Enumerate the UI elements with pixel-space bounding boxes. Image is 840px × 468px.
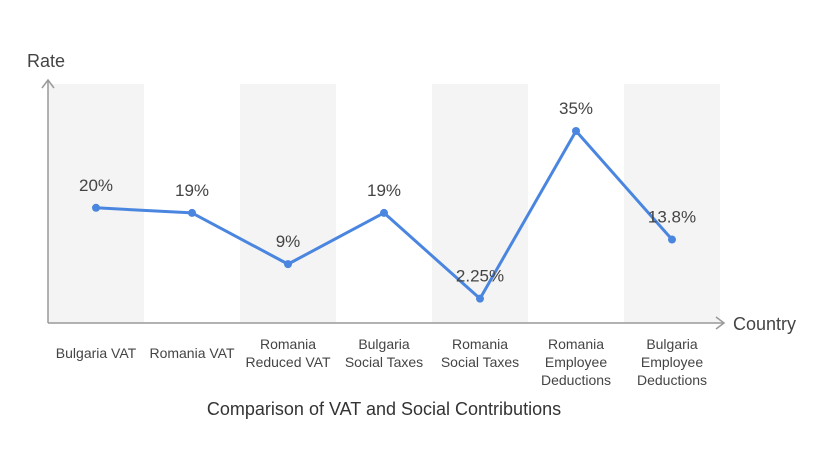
x-tick-label-5: Romania Social Taxes <box>441 336 519 370</box>
x-tick-label-2: Romania VAT <box>149 345 235 361</box>
data-label-4: 19% <box>367 181 401 200</box>
y-axis-title: Rate <box>27 51 65 71</box>
chart-title: Comparison of VAT and Social Contributio… <box>207 399 561 419</box>
series-line-group: 20% 19% 9% 19% 2.25% 35% 13.8% <box>79 99 696 303</box>
data-point-2 <box>188 208 196 217</box>
category-bands <box>48 84 720 323</box>
data-label-1: 20% <box>79 176 113 195</box>
x-tick-label-1: Bulgaria VAT <box>56 345 137 361</box>
category-band-3 <box>240 84 336 323</box>
data-label-5: 2.25% <box>456 267 504 286</box>
data-point-5 <box>476 294 484 303</box>
x-tick-label-7: Bulgaria Employee Deductions <box>637 336 707 388</box>
data-point-1 <box>92 203 100 212</box>
x-axis-title: Country <box>733 314 796 334</box>
data-point-4 <box>380 208 388 217</box>
x-tick-label-3: Romania Reduced VAT <box>245 336 331 370</box>
data-label-3: 9% <box>276 232 301 251</box>
data-point-3 <box>284 260 292 269</box>
x-tick-label-6: Romania Employee Deductions <box>541 336 611 388</box>
data-label-2: 19% <box>175 181 209 200</box>
data-label-7: 13.8% <box>648 208 696 227</box>
y-axis <box>41 78 55 323</box>
x-tick-labels: Bulgaria VAT Romania VAT Romania Reduced VA… <box>56 336 707 388</box>
data-point-7 <box>668 235 676 244</box>
data-point-6 <box>572 127 580 135</box>
x-tick-label-4: Bulgaria Social Taxes <box>345 336 423 370</box>
data-label-6: 35% <box>559 99 593 118</box>
category-band-5 <box>432 84 528 323</box>
category-band-1 <box>48 84 144 323</box>
x-axis <box>48 316 726 330</box>
